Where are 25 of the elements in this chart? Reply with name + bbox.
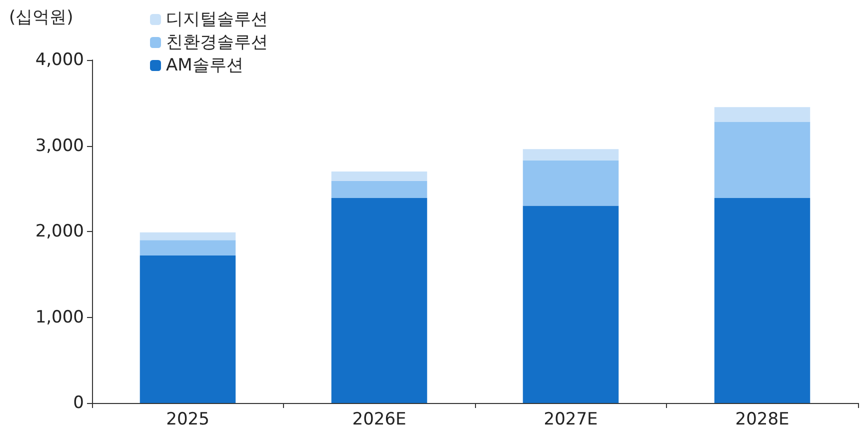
bar	[140, 256, 236, 403]
bar	[331, 198, 428, 403]
bar	[140, 240, 236, 256]
bar	[522, 149, 619, 160]
legend-label: 친환경솔루션	[166, 32, 268, 52]
legend-label: 디지털솔루션	[166, 10, 268, 30]
x-tick-label: 2026E	[352, 410, 406, 430]
y-tick-label: 0	[73, 393, 84, 413]
bar	[331, 180, 428, 198]
legend-label: AM솔루션	[166, 56, 244, 76]
bar	[331, 171, 428, 181]
bar	[714, 198, 810, 403]
bar	[140, 232, 236, 240]
bar	[522, 206, 619, 403]
y-tick-label: 4,000	[35, 50, 84, 70]
x-tick-label: 2028E	[735, 410, 790, 430]
bar	[522, 160, 619, 206]
y-tick-label: 1,000	[35, 307, 84, 328]
y-tick-label: 3,000	[35, 136, 84, 156]
bar	[714, 122, 810, 198]
y-axis-title: (십억원)	[9, 8, 74, 28]
x-tick-label: 2025	[166, 410, 210, 430]
x-tick-label: 2027E	[544, 410, 598, 430]
y-tick-label: 2,000	[35, 222, 84, 242]
bar	[714, 107, 810, 122]
